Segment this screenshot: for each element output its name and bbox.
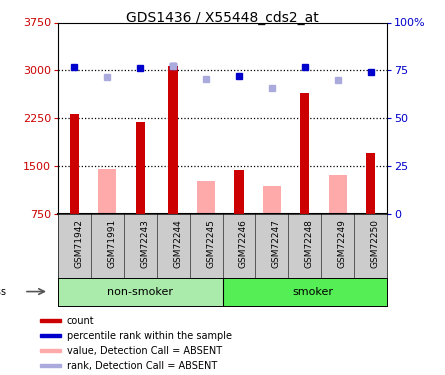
Text: GSM71991: GSM71991	[107, 219, 116, 268]
Bar	[70, 114, 79, 214]
Bar	[263, 186, 281, 214]
Bar	[136, 122, 145, 214]
Text: GSM72245: GSM72245	[206, 219, 215, 268]
Text: count: count	[67, 316, 94, 326]
Text: GSM72246: GSM72246	[239, 219, 248, 268]
Bar	[40, 319, 61, 322]
Text: value, Detection Call = ABSENT: value, Detection Call = ABSENT	[67, 346, 222, 355]
Text: GSM72250: GSM72250	[371, 219, 380, 268]
Text: non-smoker: non-smoker	[107, 286, 173, 297]
Text: GSM72243: GSM72243	[140, 219, 149, 268]
Text: GSM72248: GSM72248	[305, 219, 314, 268]
Bar	[197, 181, 215, 214]
Bar	[98, 169, 116, 214]
Bar	[235, 170, 243, 214]
Bar	[58, 278, 222, 306]
Bar	[169, 66, 178, 214]
Text: GDS1436 / X55448_cds2_at: GDS1436 / X55448_cds2_at	[126, 11, 319, 26]
Text: GSM72247: GSM72247	[272, 219, 281, 268]
Text: GSM72249: GSM72249	[338, 219, 347, 268]
Bar	[40, 364, 61, 367]
Text: percentile rank within the sample: percentile rank within the sample	[67, 331, 232, 340]
Text: stress: stress	[0, 286, 7, 297]
Text: GSM72244: GSM72244	[173, 219, 182, 268]
Bar	[40, 334, 61, 337]
Bar	[40, 349, 61, 352]
Text: GSM71942: GSM71942	[74, 219, 83, 268]
Bar	[300, 93, 309, 214]
Text: rank, Detection Call = ABSENT: rank, Detection Call = ABSENT	[67, 361, 217, 370]
Text: smoker: smoker	[292, 286, 334, 297]
Bar	[329, 175, 347, 214]
Bar	[366, 153, 375, 214]
Bar	[222, 278, 387, 306]
